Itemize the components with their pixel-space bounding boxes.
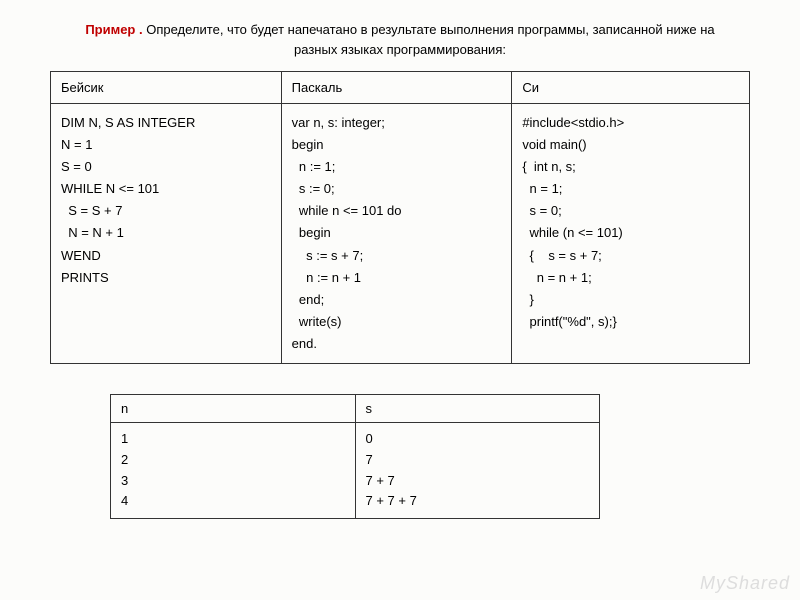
header-pascal: Паскаль bbox=[281, 72, 512, 104]
code-c: #include<stdio.h> void main() { int n, s… bbox=[522, 112, 739, 333]
trace-s-values: 0 7 7 + 7 7 + 7 + 7 bbox=[366, 429, 590, 512]
title-bold: Пример . bbox=[85, 22, 142, 37]
code-pascal: var n, s: integer; begin n := 1; s := 0;… bbox=[292, 112, 502, 355]
header-basic: Бейсик bbox=[51, 72, 282, 104]
trace-n-values: 1 2 3 4 bbox=[121, 429, 345, 512]
header-c: Си bbox=[512, 72, 750, 104]
trace-table: n s 1 2 3 4 0 7 7 + 7 7 + 7 + 7 bbox=[110, 394, 600, 519]
code-basic: DIM N, S AS INTEGER N = 1 S = 0 WHILE N … bbox=[61, 112, 271, 289]
trace-header-s: s bbox=[355, 395, 600, 423]
watermark: MyShared bbox=[700, 573, 790, 594]
title-block: Пример . Определите, что будет напечатан… bbox=[50, 20, 750, 59]
trace-header-n: n bbox=[111, 395, 356, 423]
code-comparison-table: Бейсик Паскаль Си DIM N, S AS INTEGER N … bbox=[50, 71, 750, 364]
title-rest: Определите, что будет напечатано в резул… bbox=[143, 22, 715, 57]
